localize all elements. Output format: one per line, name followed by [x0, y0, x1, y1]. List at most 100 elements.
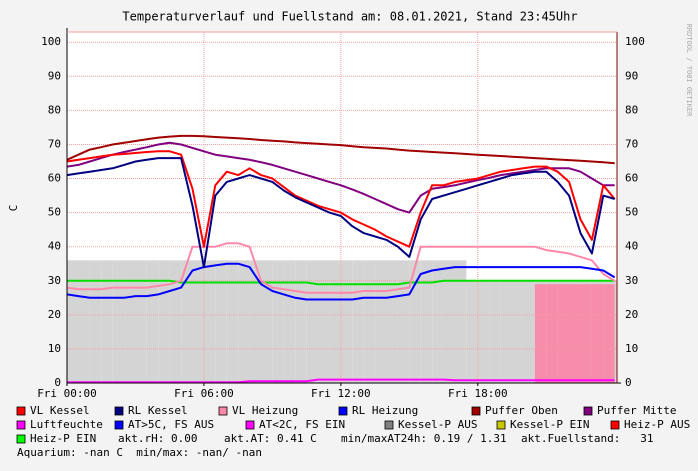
y-tick-label: 80 — [48, 103, 61, 116]
area-bar — [203, 260, 216, 383]
footer-text: akt.AT: 0.41 C — [224, 432, 317, 445]
area-bar — [260, 260, 273, 383]
area-bar — [603, 284, 615, 383]
area-bar — [546, 284, 558, 383]
area-bar — [340, 260, 353, 383]
area-bar — [169, 260, 182, 383]
series-line — [66, 150, 616, 248]
area-bar — [295, 260, 307, 383]
y2-tick-label: 40 — [625, 240, 638, 253]
legend-swatch — [583, 406, 593, 416]
y2-tick-label: 80 — [625, 103, 638, 116]
x-tick-label: Fri 06:00 — [174, 387, 234, 400]
y-axis-label: C — [7, 205, 20, 212]
watermark: RRDTOOL / TOBI OETIKER — [685, 24, 693, 118]
area-bar — [432, 260, 444, 383]
y2-tick-label: 50 — [625, 206, 638, 219]
area-bar — [158, 260, 170, 383]
legend-swatch — [218, 406, 228, 416]
legend-label: VL Heizung — [232, 404, 298, 417]
y-tick-label: 70 — [48, 137, 61, 150]
area-bar — [591, 284, 604, 383]
y2-tick-label: 100 — [625, 35, 645, 48]
area-bar — [89, 260, 102, 383]
area-bar — [386, 260, 398, 383]
series-line — [66, 134, 615, 165]
area-bar — [489, 280, 501, 383]
area-bar — [249, 260, 261, 383]
legend-swatch — [496, 420, 506, 430]
legend-label: Heiz-P EIN — [30, 432, 96, 445]
series-line — [67, 279, 615, 286]
area-bar — [409, 260, 421, 383]
area-bar — [329, 260, 341, 383]
legend-swatch — [384, 420, 394, 430]
area-bar — [477, 280, 490, 383]
area-bar — [534, 284, 547, 383]
area-bar — [181, 260, 193, 383]
legend-swatch — [16, 434, 26, 444]
y2-tick-label: 10 — [625, 342, 638, 355]
y-tick-label: 10 — [48, 342, 61, 355]
area-bar — [512, 280, 524, 383]
area-bar — [67, 260, 79, 383]
legend-swatch — [16, 406, 26, 416]
y-tick-label: 30 — [48, 274, 61, 287]
area-bar — [420, 260, 433, 383]
area-bar — [112, 260, 125, 383]
y2-tick-label: 30 — [625, 274, 638, 287]
legend-label: AT<2C, FS EIN — [259, 418, 345, 431]
y-tick-label: 100 — [41, 35, 61, 48]
y2-tick-label: 90 — [625, 69, 638, 82]
area-bar — [146, 260, 159, 383]
legend-label: Heiz-P AUS — [624, 418, 690, 431]
y2-tick-label: 0 — [625, 376, 632, 389]
legend-label: RL Heizung — [352, 404, 418, 417]
area-bar — [306, 260, 319, 383]
area-bar — [569, 284, 581, 383]
legend-label: RL Kessel — [128, 404, 188, 417]
x-tick-label: Fri 12:00 — [311, 387, 371, 400]
area-bar — [500, 280, 513, 383]
area-bar — [375, 260, 387, 383]
area-bar — [580, 284, 592, 383]
x-tick-label: Fri 00:00 — [37, 387, 97, 400]
area-bar — [614, 280, 617, 383]
x-tick-label: Fri 18:00 — [448, 387, 508, 400]
y-tick-label: 40 — [48, 240, 61, 253]
legend-label: VL Kessel — [30, 404, 90, 417]
footer-text: Aquarium: -nan C min/max: -nan/ -nan — [17, 446, 262, 459]
footer-text: akt.Fuellstand: 31 — [521, 432, 653, 445]
legend-label: Puffer Mitte — [597, 404, 676, 417]
area-bar — [466, 280, 478, 383]
legend-label: Puffer Oben — [485, 404, 558, 417]
area-bar — [397, 260, 410, 383]
series-line — [66, 242, 616, 294]
chart-title: Temperaturverlauf und Fuellstand am: 08.… — [122, 10, 577, 24]
area-bar — [135, 260, 147, 383]
legend-swatch — [471, 406, 481, 416]
legend-swatch — [338, 406, 348, 416]
legend-swatch — [16, 420, 26, 430]
area-bar — [454, 260, 467, 383]
footer-text: min/maxAT24h: 0.19 / 1.31 — [341, 432, 507, 445]
area-bar — [283, 260, 296, 383]
area-bar — [363, 260, 376, 383]
area-bar — [352, 260, 364, 383]
y-tick-label: 0 — [54, 376, 61, 389]
legend-label: AT>5C, FS AUS — [128, 418, 214, 431]
y-tick-label: 50 — [48, 206, 61, 219]
legend-label: Luftfeuchte — [30, 418, 103, 431]
legend-swatch — [114, 406, 124, 416]
series-line — [66, 157, 615, 269]
area-bar — [238, 260, 250, 383]
area-bar — [78, 260, 90, 383]
area-bar — [557, 284, 570, 383]
series-line — [66, 141, 615, 214]
footer-text: akt.rH: 0.00 — [118, 432, 197, 445]
y2-tick-label: 20 — [625, 308, 638, 321]
area-bar — [101, 260, 113, 383]
y-tick-label: 20 — [48, 308, 61, 321]
area-bar — [523, 280, 535, 383]
